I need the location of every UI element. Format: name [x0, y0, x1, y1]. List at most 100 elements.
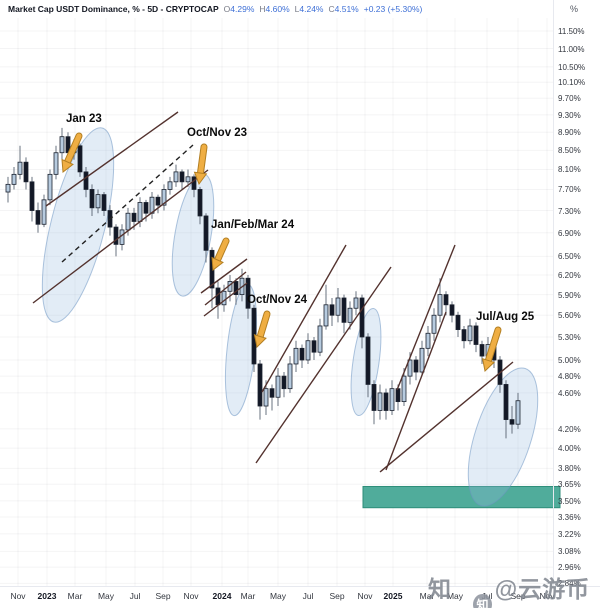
- candle: [305, 340, 311, 361]
- price-tick-label: 10.10%: [558, 78, 586, 88]
- trendline[interactable]: [45, 111, 179, 207]
- candle: [389, 388, 395, 411]
- arrow-shaft[interactable]: [257, 311, 270, 339]
- watermark-prefix: 知乎: [428, 576, 452, 602]
- time-tick-label: Sep: [155, 591, 171, 601]
- time-tick-year: 2024: [212, 591, 232, 601]
- price-tick-label: 9.30%: [558, 110, 581, 120]
- trendline[interactable]: [379, 361, 514, 473]
- annotation-label[interactable]: Oct/Nov 24: [247, 294, 308, 306]
- price-tick-label: 3.08%: [558, 547, 581, 557]
- candle: [53, 152, 59, 175]
- trendline[interactable]: [396, 244, 456, 391]
- candle: [197, 189, 203, 217]
- arrow-head-icon[interactable]: [193, 171, 208, 186]
- arrow-head-icon[interactable]: [253, 334, 267, 348]
- candle: [41, 199, 47, 225]
- low-value: 4.24%: [299, 4, 324, 14]
- time-tick-label: Jul: [129, 591, 141, 601]
- trendline[interactable]: [255, 266, 392, 464]
- watermark-handle: @云游币圈: [494, 576, 591, 602]
- candle: [125, 212, 131, 231]
- time-tick-label: Nov: [10, 591, 26, 601]
- time-axis[interactable]: Nov 2023 Mar May Jul Sep Nov 2024 Mar May Jul Sep No…: [0, 586, 600, 608]
- candle: [335, 297, 341, 316]
- candle: [425, 332, 431, 349]
- candle: [407, 359, 413, 377]
- price-axis[interactable]: % 4.51% 16:21:10 11.50%11.00%10.50%10.10…: [553, 0, 600, 589]
- candle: [515, 400, 521, 425]
- price-tick-label: 7.30%: [558, 206, 581, 216]
- candle: [59, 136, 65, 154]
- candle: [269, 388, 275, 398]
- candle: [29, 181, 35, 211]
- price-tick-label: 6.20%: [558, 271, 581, 281]
- price-tick-label: 8.50%: [558, 146, 581, 156]
- arrow-head-icon[interactable]: [211, 256, 224, 271]
- trendline[interactable]: [261, 244, 347, 393]
- candle: [11, 173, 17, 185]
- annotation-label[interactable]: Jan 23: [66, 113, 102, 125]
- price-tick-label: 11.50%: [558, 27, 585, 36]
- candle: [503, 384, 509, 420]
- candle: [47, 173, 53, 201]
- candle: [275, 375, 281, 398]
- annotation-label[interactable]: Oct/Nov 23: [187, 127, 248, 139]
- candle: [17, 161, 23, 175]
- highlight-ellipse[interactable]: [28, 121, 129, 328]
- arrow-head-icon[interactable]: [61, 158, 74, 173]
- candle: [419, 347, 425, 373]
- arrow-shaft[interactable]: [197, 144, 207, 176]
- trendline[interactable]: [204, 271, 247, 306]
- time-tick-label: Nov: [357, 591, 373, 601]
- price-axis-unit: %: [570, 4, 579, 14]
- candle: [347, 307, 353, 323]
- time-tick-label: Mar: [240, 591, 256, 601]
- candle: [83, 171, 89, 190]
- price-tick-label: 6.50%: [558, 252, 581, 262]
- time-tick-label: May: [97, 591, 115, 601]
- trendline[interactable]: [200, 258, 248, 294]
- arrow-shaft[interactable]: [64, 133, 82, 165]
- price-tick-label: 5.00%: [558, 355, 581, 365]
- candle: [323, 304, 329, 327]
- annotation-label[interactable]: Jan/Feb/Mar 24: [211, 219, 295, 231]
- price-tick-label: 2.84%: [558, 579, 581, 589]
- close-value: 4.51%: [334, 4, 359, 14]
- trendline[interactable]: [385, 311, 447, 471]
- candle: [317, 325, 323, 353]
- candle: [89, 189, 95, 209]
- price-tick-label: 3.65%: [558, 480, 581, 490]
- candle: [467, 325, 473, 342]
- candle: [401, 375, 407, 403]
- time-tick-label: Nov: [183, 591, 199, 601]
- candle: [287, 363, 293, 390]
- arrow-shaft[interactable]: [214, 238, 229, 263]
- watermark: 知乎 知 @云游币圈: [428, 570, 600, 608]
- trendline[interactable]: [61, 144, 194, 263]
- annotation-label[interactable]: Jul/Aug 25: [476, 311, 535, 323]
- trendline[interactable]: [32, 169, 209, 304]
- time-tick-label: May: [269, 591, 287, 601]
- change-value: +0.23 (+5.30%): [363, 4, 423, 14]
- candle: [293, 347, 299, 365]
- price-tick-label: 4.20%: [558, 424, 581, 434]
- support-zone[interactable]: [362, 485, 561, 509]
- candle: [233, 281, 239, 296]
- price-tick-label: 3.80%: [558, 464, 581, 474]
- open-label: O: [223, 4, 231, 14]
- high-value: 4.60%: [265, 4, 290, 14]
- arrow-shaft[interactable]: [485, 327, 501, 364]
- symbol-title[interactable]: Market Cap USDT Dominance, % - 5D - CRYP…: [8, 4, 219, 14]
- candle: [353, 297, 359, 309]
- trendline[interactable]: [203, 282, 248, 317]
- candle: [161, 189, 167, 206]
- candle: [431, 314, 437, 334]
- arrow-head-icon[interactable]: [481, 357, 495, 372]
- candle: [329, 304, 335, 316]
- time-tick-label: Mar: [419, 591, 435, 601]
- price-tick-label: 4.00%: [558, 444, 581, 454]
- price-tick-label: 4.80%: [558, 372, 581, 382]
